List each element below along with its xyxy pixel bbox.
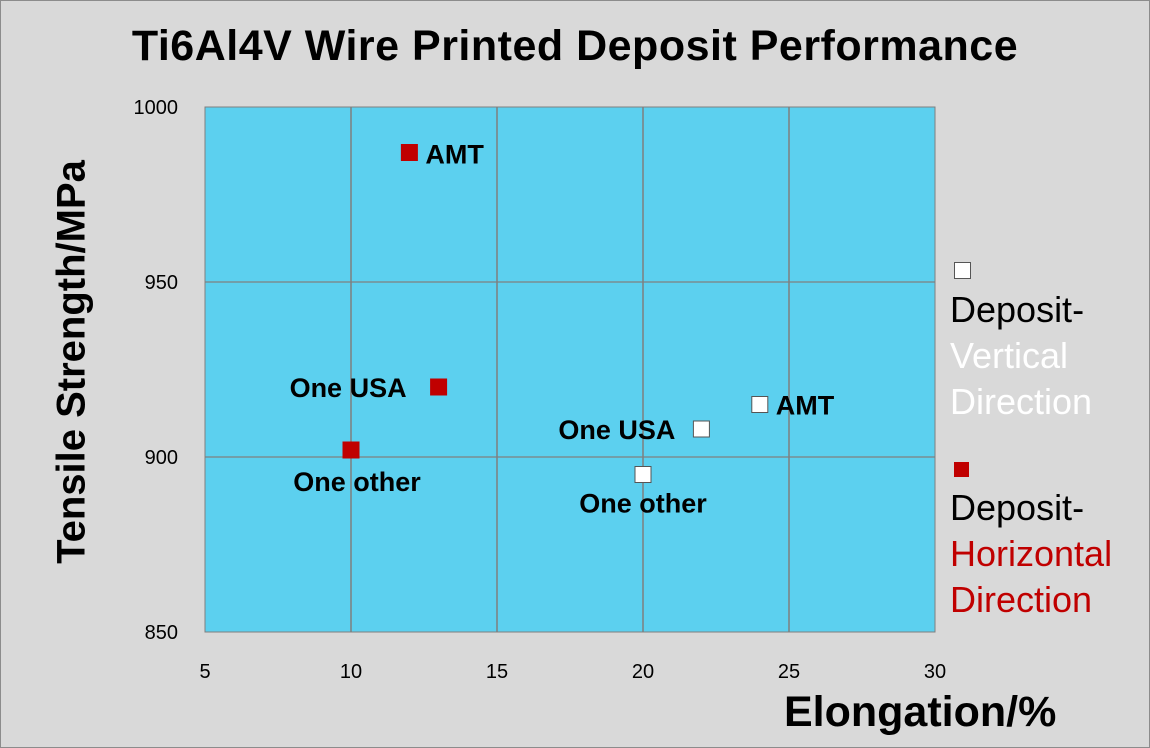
plot-background (204, 106, 936, 633)
point-label: AMT (425, 140, 484, 170)
vertical-point-marker (692, 420, 710, 438)
legend-horizontal-line1: Deposit- (950, 487, 1085, 528)
grid-lines (205, 107, 935, 632)
legend-entry-horizontal: Deposit- Horizontal Direction (950, 462, 1150, 623)
x-tick-label: 20 (632, 661, 654, 683)
point-label: One USA (290, 373, 407, 403)
legend-marker-horizontal (954, 462, 969, 477)
horizontal-point-marker (430, 378, 448, 396)
x-tick-label: 25 (778, 661, 800, 683)
legend-entry-vertical: Deposit- Vertical Direction (950, 262, 1150, 425)
vertical-point-marker (751, 396, 769, 413)
legend-vertical-line2: Vertical (950, 335, 1069, 376)
x-axis-title: Elongation/% (784, 688, 1057, 736)
y-tick-label: 1000 (134, 97, 179, 119)
point-label: One USA (558, 415, 675, 445)
y-axis-title: Tensile Strength/MPa (49, 160, 94, 564)
point-label: AMT (776, 391, 835, 421)
legend-marker-vertical (954, 262, 971, 279)
point-label: One other (293, 467, 421, 497)
data-labels: AMT One USA One other AMT One USA One other (290, 140, 835, 519)
y-tick-label: 850 (145, 622, 178, 644)
y-tick-label: 950 (145, 272, 178, 294)
chart-title: Ti6Al4V Wire Printed Deposit Performance (131, 22, 1019, 70)
point-label: One other (579, 489, 707, 519)
legend-horizontal-line3: Direction (950, 579, 1093, 620)
x-tick-label: 15 (486, 661, 508, 683)
data-points (342, 144, 769, 483)
x-axis-title-wrap: Elongation/% (700, 688, 1150, 737)
horizontal-point-marker (342, 441, 360, 459)
x-tick-label: 5 (199, 661, 210, 683)
legend-vertical-line3: Direction (950, 381, 1093, 422)
horizontal-point-marker (400, 144, 418, 161)
y-tick-label: 900 (145, 447, 178, 469)
vertical-point-marker (634, 466, 652, 483)
legend-horizontal-line2: Horizontal (950, 533, 1113, 574)
x-tick-label: 30 (924, 661, 946, 683)
tick-labels: 5 10 15 20 25 30 850 900 950 1000 (134, 97, 947, 683)
legend-vertical-line1: Deposit- (950, 289, 1085, 330)
x-tick-label: 10 (340, 661, 362, 683)
